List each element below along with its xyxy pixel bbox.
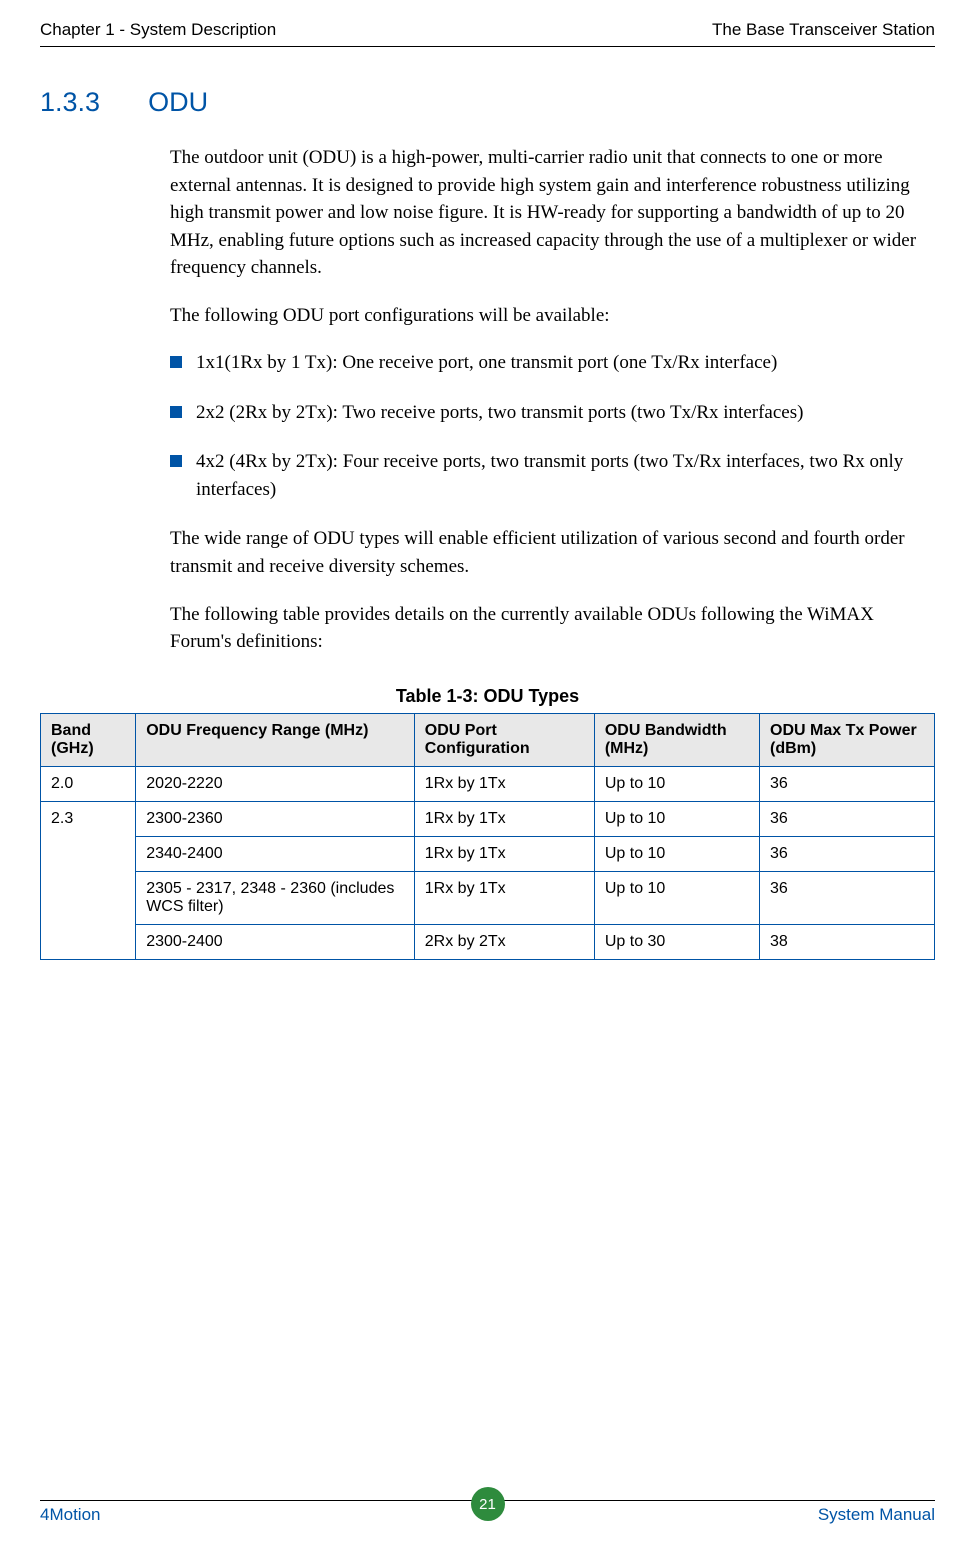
cell-port: 1Rx by 1Tx xyxy=(414,766,594,801)
section-title: ODU xyxy=(148,87,208,118)
cell-port: 1Rx by 1Tx xyxy=(414,871,594,924)
table-row: 2.0 2020-2220 1Rx by 1Tx Up to 10 36 xyxy=(41,766,935,801)
list-item: 2x2 (2Rx by 2Tx): Two receive ports, two… xyxy=(170,399,935,427)
table-caption: Table 1-3: ODU Types xyxy=(40,686,935,707)
col-power: ODU Max Tx Power (dBm) xyxy=(760,713,935,766)
footer-right: System Manual xyxy=(818,1505,935,1525)
footer-left: 4Motion xyxy=(40,1505,100,1525)
bullet-icon xyxy=(170,356,182,368)
page-number: 21 xyxy=(479,1496,496,1513)
body-text-block: The outdoor unit (ODU) is a high-power, … xyxy=(170,144,935,329)
bullet-text: 4x2 (4Rx by 2Tx): Four receive ports, tw… xyxy=(196,448,935,503)
col-freq: ODU Frequency Range (MHz) xyxy=(136,713,415,766)
cell-freq: 2300-2400 xyxy=(136,924,415,959)
cell-power: 36 xyxy=(760,766,935,801)
cell-power: 38 xyxy=(760,924,935,959)
cell-port: 2Rx by 2Tx xyxy=(414,924,594,959)
table-row: 2.3 2300-2360 1Rx by 1Tx Up to 10 36 xyxy=(41,801,935,836)
cell-bw: Up to 10 xyxy=(594,836,759,871)
after-bullets-paragraph: The wide range of ODU types will enable … xyxy=(170,525,935,580)
main-content: 1.3.3 ODU The outdoor unit (ODU) is a hi… xyxy=(40,47,935,960)
page-header: Chapter 1 - System Description The Base … xyxy=(40,20,935,47)
col-port: ODU Port Configuration xyxy=(414,713,594,766)
section-heading: 1.3.3 ODU xyxy=(40,87,935,118)
cell-band: 2.3 xyxy=(41,801,136,959)
cell-freq: 2300-2360 xyxy=(136,801,415,836)
cell-bw: Up to 10 xyxy=(594,871,759,924)
table-header-row: Band (GHz) ODU Frequency Range (MHz) ODU… xyxy=(41,713,935,766)
bullet-text: 2x2 (2Rx by 2Tx): Two receive ports, two… xyxy=(196,399,803,427)
cell-port: 1Rx by 1Tx xyxy=(414,836,594,871)
cell-band: 2.0 xyxy=(41,766,136,801)
cell-power: 36 xyxy=(760,836,935,871)
table-row: 2340-2400 1Rx by 1Tx Up to 10 36 xyxy=(41,836,935,871)
col-band: Band (GHz) xyxy=(41,713,136,766)
table-row: 2300-2400 2Rx by 2Tx Up to 30 38 xyxy=(41,924,935,959)
table-row: 2305 - 2317, 2348 - 2360 (includes WCS f… xyxy=(41,871,935,924)
list-item: 1x1(1Rx by 1 Tx): One receive port, one … xyxy=(170,349,935,377)
bullet-list: 1x1(1Rx by 1 Tx): One receive port, one … xyxy=(170,349,935,503)
table-intro-paragraph: The following table provides details on … xyxy=(170,601,935,656)
cell-freq: 2340-2400 xyxy=(136,836,415,871)
header-right: The Base Transceiver Station xyxy=(712,20,935,40)
config-intro: The following ODU port configurations wi… xyxy=(170,302,935,330)
odu-types-table: Band (GHz) ODU Frequency Range (MHz) ODU… xyxy=(40,713,935,960)
cell-freq: 2305 - 2317, 2348 - 2360 (includes WCS f… xyxy=(136,871,415,924)
cell-freq: 2020-2220 xyxy=(136,766,415,801)
section-number: 1.3.3 xyxy=(40,87,100,118)
bullet-icon xyxy=(170,406,182,418)
intro-paragraph: The outdoor unit (ODU) is a high-power, … xyxy=(170,144,935,282)
page-number-circle: 21 xyxy=(471,1487,505,1521)
col-bw: ODU Bandwidth (MHz) xyxy=(594,713,759,766)
cell-power: 36 xyxy=(760,871,935,924)
bullet-text: 1x1(1Rx by 1 Tx): One receive port, one … xyxy=(196,349,777,377)
list-item: 4x2 (4Rx by 2Tx): Four receive ports, tw… xyxy=(170,448,935,503)
cell-power: 36 xyxy=(760,801,935,836)
cell-port: 1Rx by 1Tx xyxy=(414,801,594,836)
bullet-icon xyxy=(170,455,182,467)
cell-bw: Up to 10 xyxy=(594,801,759,836)
page-footer: 4Motion 21 System Manual xyxy=(40,1500,935,1525)
cell-bw: Up to 10 xyxy=(594,766,759,801)
header-left: Chapter 1 - System Description xyxy=(40,20,276,40)
body-text-block: The wide range of ODU types will enable … xyxy=(170,525,935,655)
cell-bw: Up to 30 xyxy=(594,924,759,959)
